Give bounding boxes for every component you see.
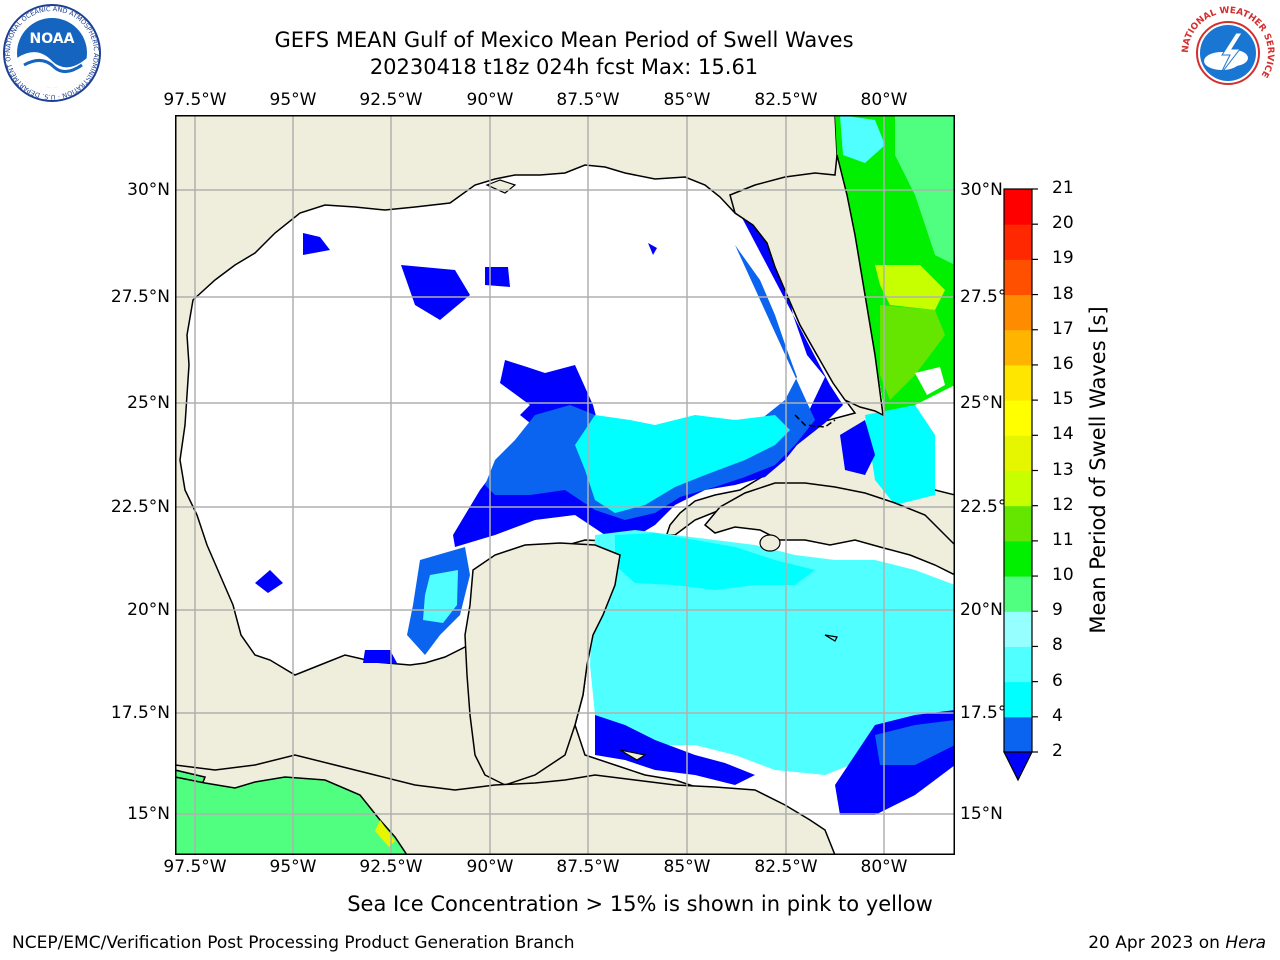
map-subtitle: 20230418 t18z 024h fcst Max: 15.61: [369, 55, 759, 79]
colorbar-segment: [1004, 716, 1032, 753]
lat-label-left: 25°N: [127, 393, 170, 413]
lat-label-left: 17.5°N: [110, 703, 170, 723]
colorbar-tick-label: 15: [1052, 389, 1074, 410]
colorbar-extend-arrow: [1003, 751, 1033, 782]
colorbar: [1003, 188, 1038, 782]
colorbar-tick-label: 17: [1052, 318, 1074, 339]
colorbar-segment: [1004, 224, 1032, 260]
lon-label-bottom: 92.5°W: [359, 857, 423, 877]
swell-band-2-4: [840, 420, 875, 475]
swell-band-2-4: [255, 570, 283, 593]
map-title: GEFS MEAN Gulf of Mexico Mean Period of …: [274, 28, 854, 52]
lon-label-top: 87.5°W: [556, 90, 620, 110]
lon-label-top: 90°W: [466, 90, 514, 110]
lon-label-top: 80°W: [860, 90, 908, 110]
lat-label-left: 30°N: [127, 180, 170, 200]
lon-label-bottom: 82.5°W: [754, 857, 818, 877]
colorbar-segment: [1004, 364, 1032, 401]
lon-label-bottom: 80°W: [860, 857, 908, 877]
lat-label-left: 27.5°N: [110, 287, 170, 307]
colorbar-segment: [1004, 540, 1032, 577]
colorbar-tick-label: 16: [1052, 353, 1074, 374]
pacific-water: [175, 776, 408, 855]
swell-band-6-8: [615, 533, 815, 590]
swell-band-4-6: [875, 720, 955, 765]
lon-label-bottom: 97.5°W: [163, 857, 227, 877]
nws-logo: NATIONAL WEATHER SERVICE: [1180, 5, 1276, 101]
swell-band-2-4: [595, 715, 755, 785]
isle-of-youth: [759, 534, 781, 552]
colorbar-tick-label: 13: [1052, 459, 1074, 480]
colorbar-segment: [1004, 646, 1032, 683]
footer-host: Hera: [1225, 933, 1266, 953]
colorbar-tick-label: 9: [1052, 600, 1063, 621]
sea-ice-caption: Sea Ice Concentration > 15% is shown in …: [347, 892, 933, 916]
lon-label-top: 82.5°W: [754, 90, 818, 110]
swell-band-6-8: [865, 405, 935, 505]
colorbar-tick-label: 11: [1052, 529, 1074, 550]
swell-band-12-13: [875, 265, 945, 310]
colorbar-segment: [1004, 611, 1032, 647]
colorbar-segment: [1004, 505, 1032, 542]
swell-band-8-9: [840, 115, 885, 163]
colorbar-tick-label: 10: [1052, 565, 1074, 586]
lat-label-left: 20°N: [127, 600, 170, 620]
lat-label-left: 15°N: [127, 804, 170, 824]
lon-label-bottom: 85°W: [663, 857, 711, 877]
colorbar-tick-label: 14: [1052, 424, 1074, 445]
colorbar-segment: [1004, 294, 1032, 331]
colorbar-segment: [1004, 470, 1032, 507]
swell-band-2-4: [401, 265, 470, 320]
florida-land: [729, 154, 884, 417]
lat-label-right: 25°N: [960, 393, 1003, 413]
colorbar-segment: [1004, 259, 1032, 296]
colorbar-tick-label: 8: [1052, 635, 1063, 656]
lon-label-bottom: 90°W: [466, 857, 514, 877]
noaa-logo-text: NOAA: [30, 31, 75, 47]
swell-band-11-12: [880, 305, 945, 400]
colorbar-tick-label: 20: [1052, 213, 1074, 234]
swell-band-2-4: [303, 233, 330, 255]
yucatan-land: [464, 542, 621, 786]
swell-band-6-8: [575, 415, 790, 513]
lat-label-left: 22.5°N: [110, 497, 170, 517]
lon-label-top: 85°W: [663, 90, 711, 110]
colorbar-segment: [1004, 435, 1032, 471]
colorbar-tick-label: 18: [1052, 283, 1074, 304]
colorbar-tick-label: 2: [1052, 741, 1063, 761]
swell-band-2-4: [648, 243, 657, 255]
lon-label-bottom: 95°W: [269, 857, 317, 877]
colorbar-segment: [1004, 576, 1032, 612]
lon-label-top: 92.5°W: [359, 90, 423, 110]
swell-band-2-4: [363, 650, 397, 663]
colorbar-segment: [1004, 681, 1032, 718]
lon-label-top: 95°W: [269, 90, 317, 110]
colorbar-segment: [1004, 400, 1032, 436]
colorbar-tick-label: 12: [1052, 494, 1074, 515]
lat-label-right: 20°N: [960, 600, 1003, 620]
lon-label-bottom: 87.5°W: [556, 857, 620, 877]
colorbar-segment: [1004, 189, 1032, 225]
colorbar-tick-label: 4: [1052, 705, 1063, 726]
swell-band-2-4: [485, 267, 510, 287]
colorbar-tick-label: 19: [1052, 248, 1074, 269]
colorbar-tick-label: 21: [1052, 178, 1074, 198]
colorbar-label: Mean Period of Swell Waves [s]: [1086, 306, 1110, 634]
footer-right: 20 Apr 2023 on Hera: [1088, 933, 1266, 953]
noaa-logo: NATIONAL OCEANIC AND ATMOSPHERIC ADMINIS…: [2, 3, 101, 102]
footer-left: NCEP/EMC/Verification Post Processing Pr…: [12, 933, 575, 953]
colorbar-tick-label: 6: [1052, 670, 1063, 691]
colorbar-segment: [1004, 329, 1032, 366]
map-frame: [175, 115, 955, 855]
gulf-map: [175, 115, 955, 855]
footer-date: 20 Apr 2023 on: [1088, 933, 1226, 953]
graticule: [175, 115, 955, 855]
lon-label-top: 97.5°W: [163, 90, 227, 110]
lat-label-right: 15°N: [960, 804, 1003, 824]
lat-label-right: 30°N: [960, 180, 1003, 200]
